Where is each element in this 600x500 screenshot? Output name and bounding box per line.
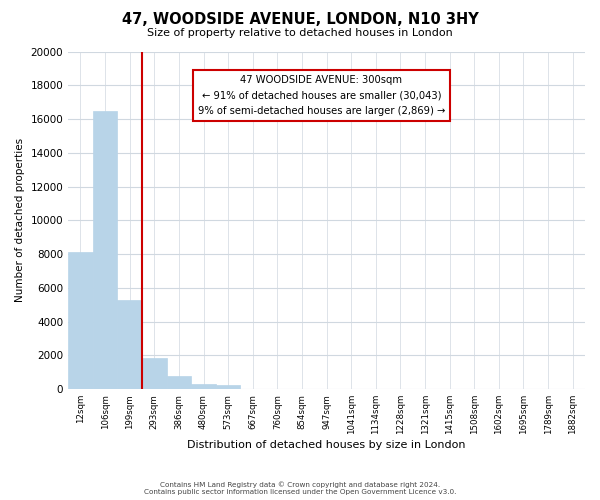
Bar [93,110,118,389]
Text: Contains HM Land Registry data © Crown copyright and database right 2024.
Contai: Contains HM Land Registry data © Crown c… [144,482,456,495]
Text: Size of property relative to detached houses in London: Size of property relative to detached ho… [147,28,453,38]
Y-axis label: Number of detached properties: Number of detached properties [15,138,25,302]
Bar [68,252,93,389]
Text: 47, WOODSIDE AVENUE, LONDON, N10 3HY: 47, WOODSIDE AVENUE, LONDON, N10 3HY [122,12,478,28]
Bar [142,358,167,389]
Bar [191,384,216,389]
Text: 47 WOODSIDE AVENUE: 300sqm
← 91% of detached houses are smaller (30,043)
9% of s: 47 WOODSIDE AVENUE: 300sqm ← 91% of deta… [198,75,445,116]
Bar [167,376,191,389]
X-axis label: Distribution of detached houses by size in London: Distribution of detached houses by size … [187,440,466,450]
Bar [118,300,142,389]
Bar [216,385,241,389]
